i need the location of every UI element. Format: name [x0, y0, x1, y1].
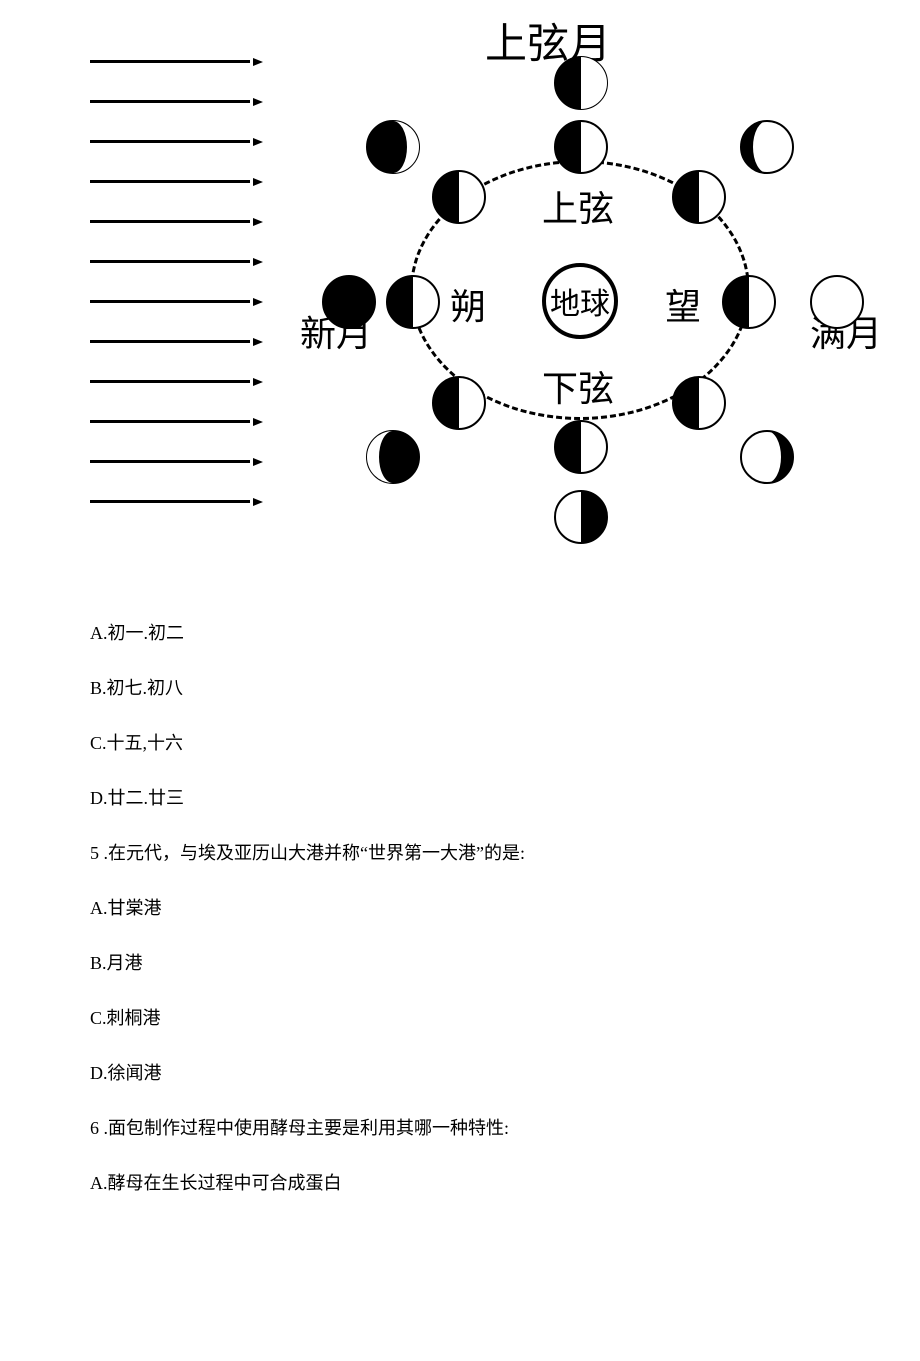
- moon-inner-bl: [432, 376, 486, 430]
- moon-outer-br: [740, 430, 794, 484]
- label-xiaxian: 下弦: [542, 360, 614, 412]
- moon-outer-tr: [740, 120, 794, 174]
- question-content: A.初一.初二 B.初七.初八 C.十五,十六 D.廿二.廿三 5 .在元代，与…: [90, 620, 830, 1225]
- moon-outer-top: [554, 56, 608, 110]
- moon-inner-top: [554, 120, 608, 174]
- moon-inner-tl: [432, 170, 486, 224]
- q5-option-d: D.徐闻港: [90, 1060, 830, 1087]
- label-shuo: 朔: [450, 278, 486, 330]
- moon-inner-bottom: [554, 420, 608, 474]
- q6-option-a: A.酵母在生长过程中可合成蛋白: [90, 1170, 830, 1197]
- earth-text: 地球: [550, 279, 610, 323]
- q5-stem: 5 .在元代，与埃及亚历山大港并称“世界第一大港”的是:: [90, 840, 830, 867]
- moon-outer-left: [322, 275, 376, 329]
- label-shangxian: 上弦: [542, 180, 614, 232]
- q4-option-d: D.廿二.廿三: [90, 785, 830, 812]
- moon-outer-bottom: [554, 490, 608, 544]
- moon-inner-right: [722, 275, 776, 329]
- q4-option-c: C.十五,十六: [90, 730, 830, 757]
- q4-option-b: B.初七.初八: [90, 675, 830, 702]
- moon-outer-bl: [366, 430, 420, 484]
- q5-option-c: C.刺桐港: [90, 1005, 830, 1032]
- q5-option-b: B.月港: [90, 950, 830, 977]
- q6-stem: 6 .面包制作过程中使用酵母主要是利用其哪一种特性:: [90, 1115, 830, 1142]
- moon-outer-tl: [366, 120, 420, 174]
- sunlight-rays: [90, 60, 270, 520]
- moon-inner-left: [386, 275, 440, 329]
- moon-inner-br: [672, 376, 726, 430]
- moon-outer-right: [810, 275, 864, 329]
- earth-label: 地球: [542, 263, 618, 339]
- q5-option-a: A.甘棠港: [90, 895, 830, 922]
- moon-phase-diagram: 上弦月 地球 朔 望 上弦 下弦 新月 满月: [90, 20, 890, 560]
- moon-inner-tr: [672, 170, 726, 224]
- label-wang: 望: [665, 278, 701, 330]
- q4-option-a: A.初一.初二: [90, 620, 830, 647]
